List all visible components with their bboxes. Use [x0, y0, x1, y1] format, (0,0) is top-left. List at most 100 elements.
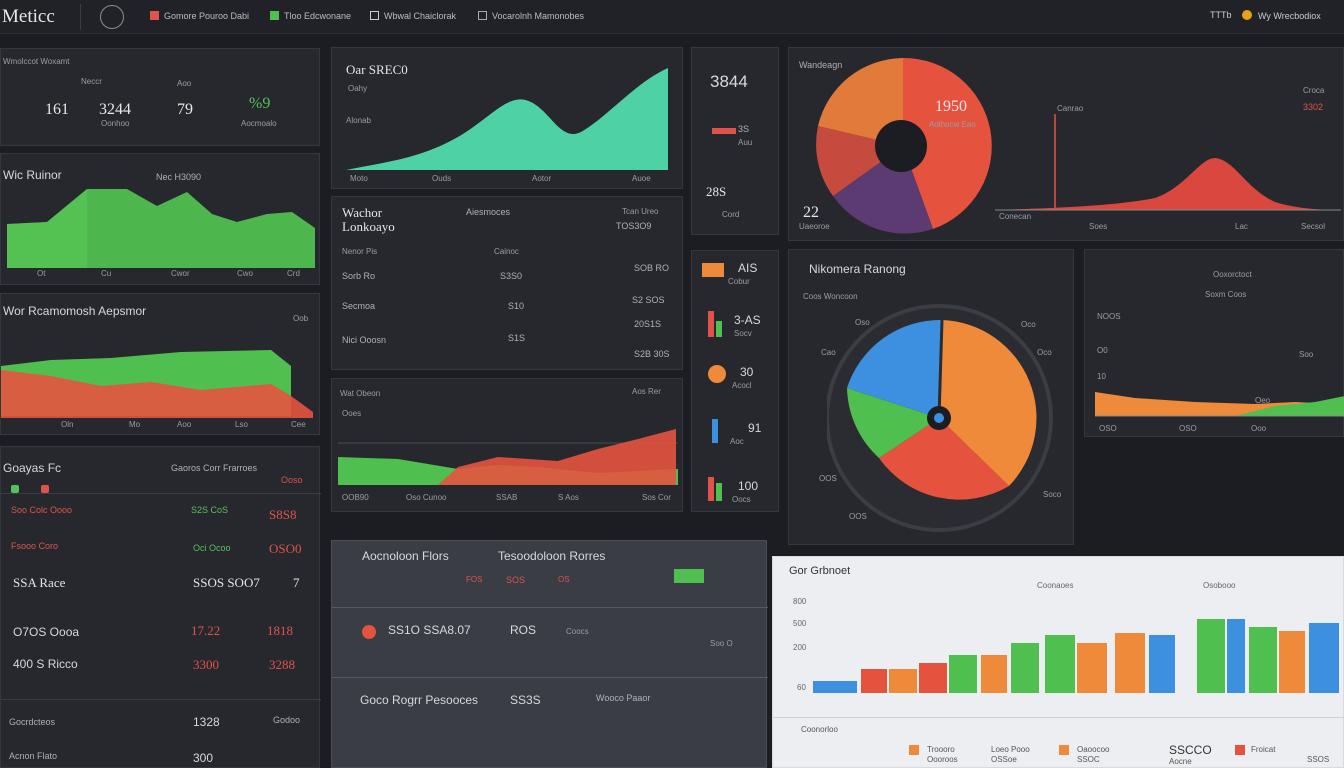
x-label: Cee [291, 420, 306, 429]
panel-col-header: Tesoodoloon Rorres [498, 549, 606, 563]
pie-center-dot [934, 413, 944, 423]
pie-slice [879, 418, 1009, 500]
row-right: 1818 [267, 623, 293, 638]
header-code[interactable]: TTTb [1210, 10, 1232, 20]
divider [332, 607, 768, 608]
x-label: OSO [1179, 424, 1197, 433]
kpi-row-label: 3S [738, 124, 750, 134]
pie-bottom-sub: Uaeoroe [799, 222, 830, 231]
area-highlight [7, 189, 87, 268]
row-mid: 3300 [193, 657, 219, 672]
nav-label: Vocarolnh Mamonobes [492, 11, 585, 21]
side-icons-panel: AIS Cobur 3-AS Socv 30 Acocl 91 Aoc 100 … [691, 250, 779, 512]
wheel-tick: Soco [1043, 490, 1062, 499]
panel-title: Wachor [342, 205, 383, 220]
x-label: Cu [101, 269, 112, 278]
axis-label: 10 [1097, 372, 1106, 381]
row-name: O7OS Oooa [13, 625, 80, 639]
kpi-panel: Wmolccot Woxamt 161 3244 79 %9 Neccr Oon… [0, 48, 320, 146]
bar-icon [716, 321, 722, 337]
kpi-value: 3244 [99, 101, 131, 118]
table-panel: Wachor Lonkoayo Aiesmoces Tcan Ureo TOS3… [331, 196, 683, 370]
panel-value: Nec H3090 [156, 172, 202, 182]
divider [1, 493, 321, 494]
axis-label: Soo [1299, 350, 1314, 359]
side-sub: Cobur [728, 277, 750, 286]
bar-icon [712, 128, 736, 134]
kpi-sub: Aocmoalo [241, 119, 277, 128]
axis-label: Secsol [1301, 222, 1326, 231]
nav-label: Wbwal Chaiclorak [384, 11, 457, 21]
peak-chart [995, 114, 1341, 211]
footer-item: Loeo Pooo [991, 745, 1030, 754]
bar [949, 655, 977, 693]
bar [919, 663, 947, 693]
user-menu[interactable]: Wy Wrecbodiox [1242, 10, 1321, 21]
nav-item-dashboards[interactable]: Gomore Pouroo Dabi [150, 11, 249, 21]
row-mid: S10 [508, 301, 525, 311]
logo-icon[interactable] [100, 5, 124, 29]
kpi-row-label: 28S [706, 184, 727, 199]
x-label: SSAB [496, 493, 518, 502]
kpi-sub: Oonhoo [101, 119, 130, 128]
green-series [1235, 396, 1344, 416]
nav-item-charts[interactable]: Tloo Edcwonane [270, 11, 351, 21]
row-c: Coocs [566, 627, 589, 636]
bar [1149, 635, 1175, 693]
nav-item-monitors[interactable]: Vocarolnh Mamonobes [478, 11, 584, 21]
axis-label: O0 [1097, 346, 1108, 355]
row-right: S2B 30S [634, 349, 670, 359]
panel-sub: Coos Woncoon [803, 292, 858, 301]
axis-label: Canrao [1057, 104, 1084, 113]
wheel-pie-chart [827, 304, 1053, 532]
pie-slice [847, 388, 939, 458]
bar [1249, 627, 1277, 693]
donut-chart [816, 57, 992, 234]
legend-dot [41, 485, 49, 493]
mid-area-chart [338, 429, 678, 485]
wheel-tick: OOS [819, 474, 837, 483]
teal-area-panel: Oar SREC0 Oahy Alonab Moto Ouds Aotor Au… [331, 47, 683, 189]
badge: FOS [466, 575, 483, 584]
bar-icon [708, 311, 714, 337]
row-name: SSA Race [13, 575, 66, 590]
axis-label: Lac [1235, 222, 1248, 231]
side-sub: Acocl [732, 381, 752, 390]
nav-item-editor[interactable]: Wbwal Chaiclorak [370, 11, 456, 21]
side-value: AIS [738, 261, 758, 275]
axis-label: Soes [1089, 222, 1108, 231]
kpi-sub: Aoo [177, 79, 192, 88]
badge: OS [558, 575, 570, 584]
legend-dot [11, 485, 19, 493]
row-right: S2 SOS [632, 295, 665, 305]
row-b: ROS [510, 623, 537, 637]
x-label: Cwo [237, 269, 254, 278]
divider [332, 677, 768, 678]
panel-title: Wmolccot Woxamt [3, 57, 70, 66]
panel-title: Ooxorctoct [1213, 270, 1252, 279]
donut-hole [875, 120, 927, 172]
row-name: Secmoa [342, 301, 376, 311]
panel-value: 3302 [1303, 102, 1324, 112]
red-series [1, 370, 313, 418]
footer-item: Froicat [1251, 745, 1276, 754]
y-label: 60 [797, 683, 806, 692]
pie-icon [708, 365, 726, 383]
footer-item: Troooro [927, 745, 955, 754]
bar [1309, 623, 1339, 693]
peak-series [995, 158, 1341, 210]
teal-series [346, 68, 668, 170]
y-label: 800 [793, 597, 807, 606]
legend-swatch [1235, 745, 1245, 755]
footer-value: OSSoe [991, 755, 1017, 764]
pie-slice [939, 320, 1037, 486]
bar [889, 669, 917, 693]
bar [1045, 635, 1075, 693]
panel-sub: Soxm Coos [1205, 290, 1247, 299]
bar [861, 669, 887, 693]
x-label: Ooo [1251, 424, 1267, 433]
row-mid: S2S CoS [191, 505, 229, 515]
row-b: SS3S [510, 693, 541, 707]
x-label: Aotor [532, 174, 552, 183]
teal-area-chart [346, 68, 668, 170]
